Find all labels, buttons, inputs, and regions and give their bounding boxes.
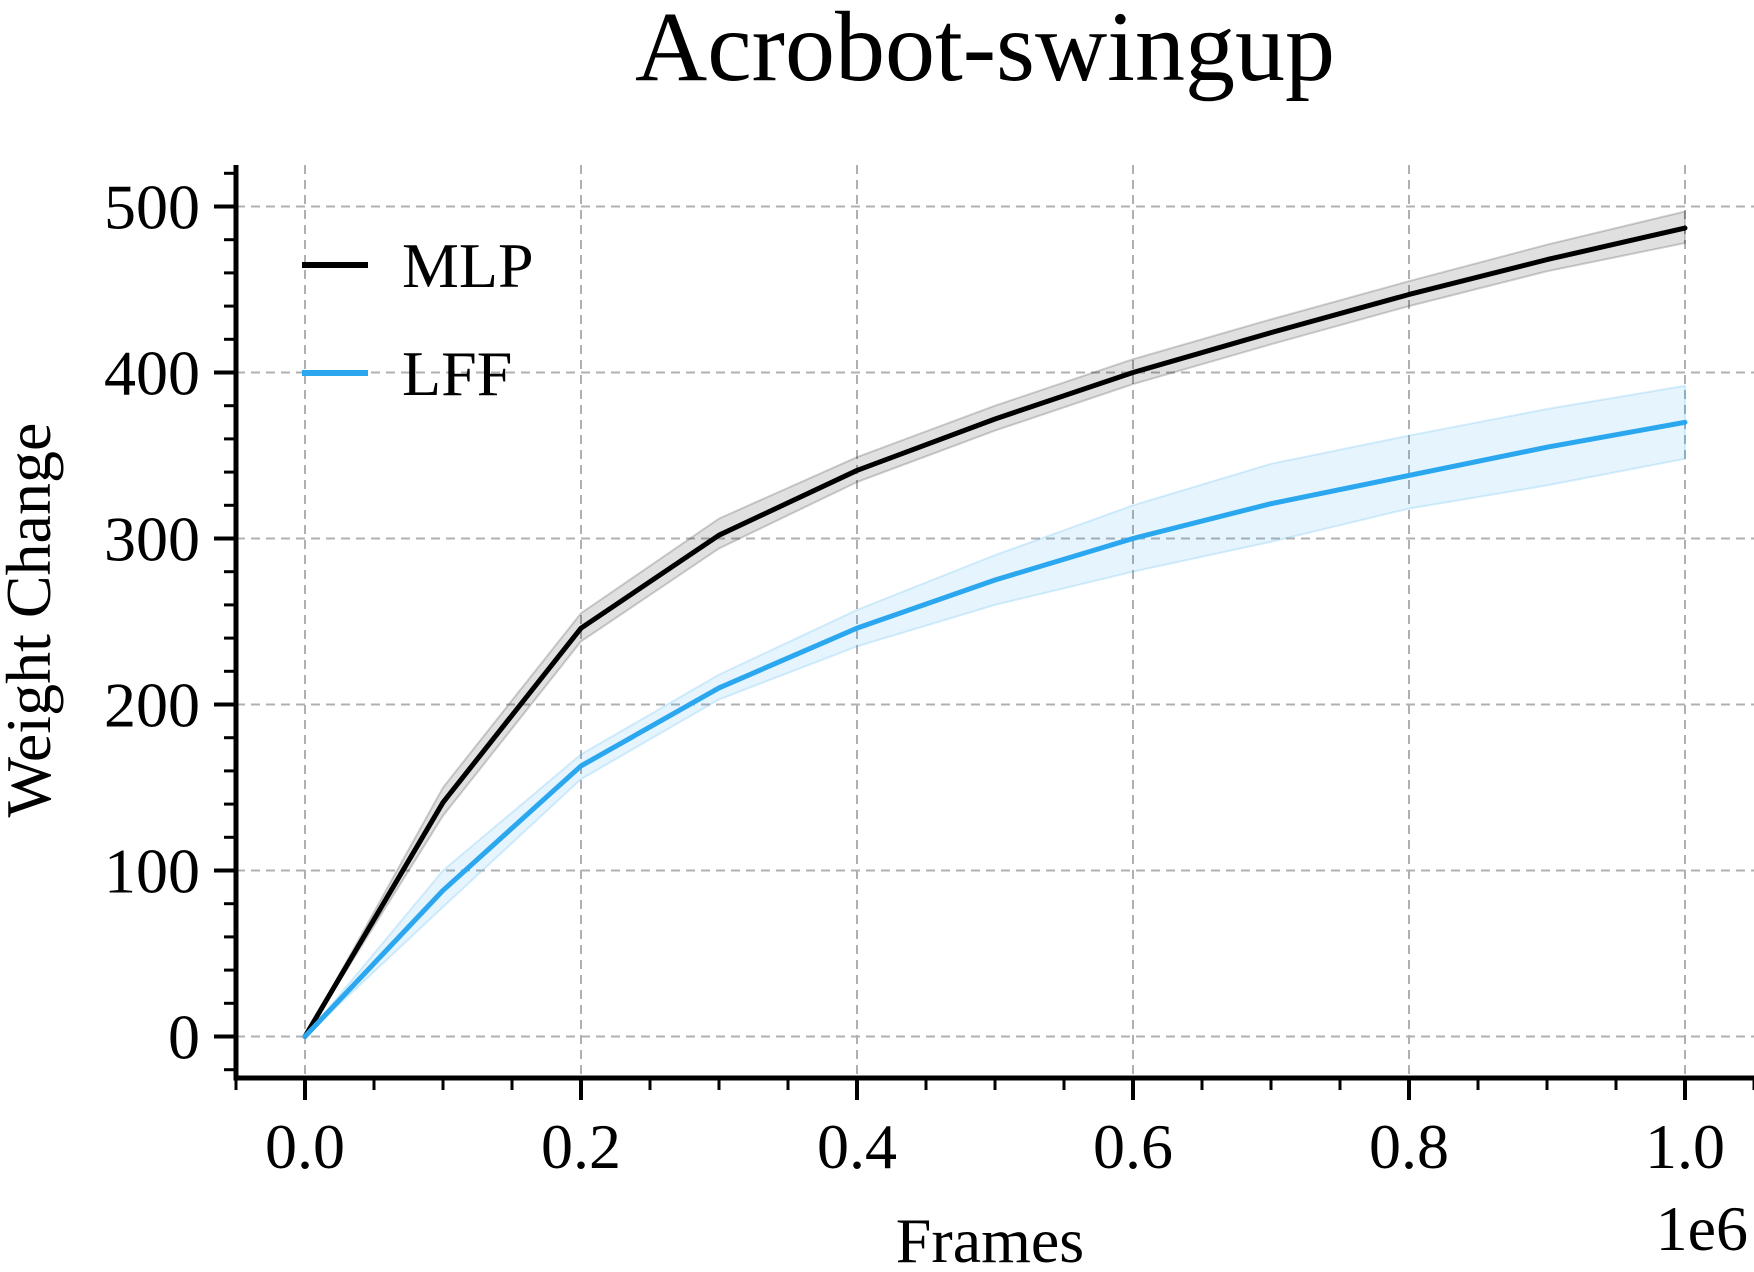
confidence-bands: [304, 210, 1686, 1038]
grid: [236, 165, 1754, 1078]
x-tick-label-3: 0.6: [1093, 1111, 1173, 1182]
y-tick-label-2: 200: [104, 670, 200, 741]
y-tick-label-1: 100: [104, 836, 200, 907]
y-tick-label-3: 300: [104, 504, 200, 575]
x-tick-label-5: 1.0: [1645, 1111, 1725, 1182]
x-offset-text: 1e6: [1656, 1193, 1748, 1264]
legend-mlp-label: MLP: [402, 230, 534, 301]
legend-lff-label: LFF: [402, 338, 512, 409]
legend: MLP LFF: [302, 230, 534, 409]
lff-line: [302, 419, 1688, 1039]
mlp-band: [304, 210, 1686, 1038]
y-tick-label-4: 400: [104, 338, 200, 409]
axes: 0.0 0.2 0.4 0.6 0.8 1.0 0 100 200 300 400 500: [104, 165, 1754, 1182]
x-axis-label: Frames: [896, 1205, 1084, 1272]
y-tick-label-5: 500: [104, 172, 200, 243]
y-axis-label: Weight Change: [0, 423, 64, 818]
series-lines: [302, 225, 1688, 1039]
mlp-line: [302, 225, 1688, 1039]
y-tick-label-0: 0: [168, 1002, 200, 1073]
x-tick-label-0: 0.0: [265, 1111, 345, 1182]
x-tick-label-4: 0.8: [1369, 1111, 1449, 1182]
x-tick-label-2: 0.4: [817, 1111, 897, 1182]
chart-title: Acrobot-swingup: [635, 0, 1335, 102]
x-tick-label-1: 0.2: [541, 1111, 621, 1182]
